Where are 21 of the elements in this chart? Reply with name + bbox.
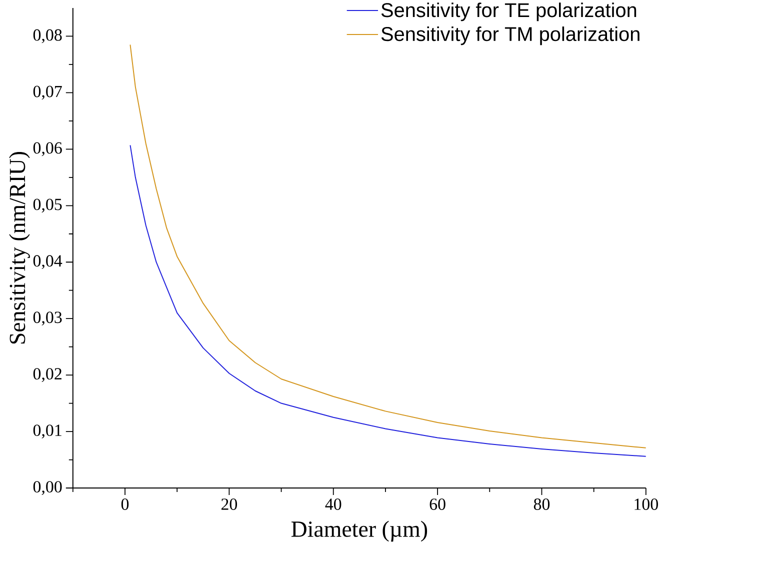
y-tick-label: 0,08 (33, 29, 62, 44)
line-series (130, 44, 646, 448)
y-tick-label: 0,03 (33, 312, 62, 326)
x-axis-title: Diameter (µm) (291, 520, 428, 542)
y-tick-label: 0,07 (33, 86, 62, 100)
x-tick-label: 0 (121, 498, 129, 510)
x-tick-label: 80 (534, 498, 550, 510)
y-tick-label: 0,02 (33, 368, 62, 382)
y-tick-label: 0,01 (33, 424, 62, 438)
y-axis-title: Sensitivity (nm/RIU) (9, 152, 30, 344)
y-tick-label: 0,00 (33, 481, 62, 495)
x-tick-label: 20 (221, 498, 238, 510)
y-tick-label: 0,06 (33, 142, 62, 156)
x-tick-label: 40 (325, 498, 342, 510)
line-series (130, 144, 646, 457)
y-tick-label: 0,05 (33, 198, 62, 213)
x-tick-label: 60 (430, 498, 446, 510)
y-tick-label: 0,04 (33, 255, 62, 270)
x-tick-label: 100 (634, 498, 658, 510)
legend-label: Sensitivity for TM polarization (381, 26, 640, 46)
legend-label: Sensitivity for TE polarization (381, 2, 636, 22)
